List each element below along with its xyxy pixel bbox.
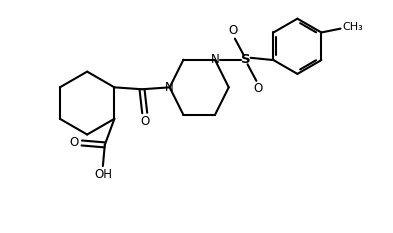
Text: O: O <box>70 137 79 150</box>
Text: N: N <box>165 81 174 94</box>
Text: S: S <box>241 53 250 66</box>
Text: O: O <box>228 24 238 38</box>
Text: OH: OH <box>94 168 112 181</box>
Text: O: O <box>253 82 263 95</box>
Text: O: O <box>140 115 149 128</box>
Text: N: N <box>211 53 219 66</box>
Text: CH₃: CH₃ <box>342 22 363 32</box>
